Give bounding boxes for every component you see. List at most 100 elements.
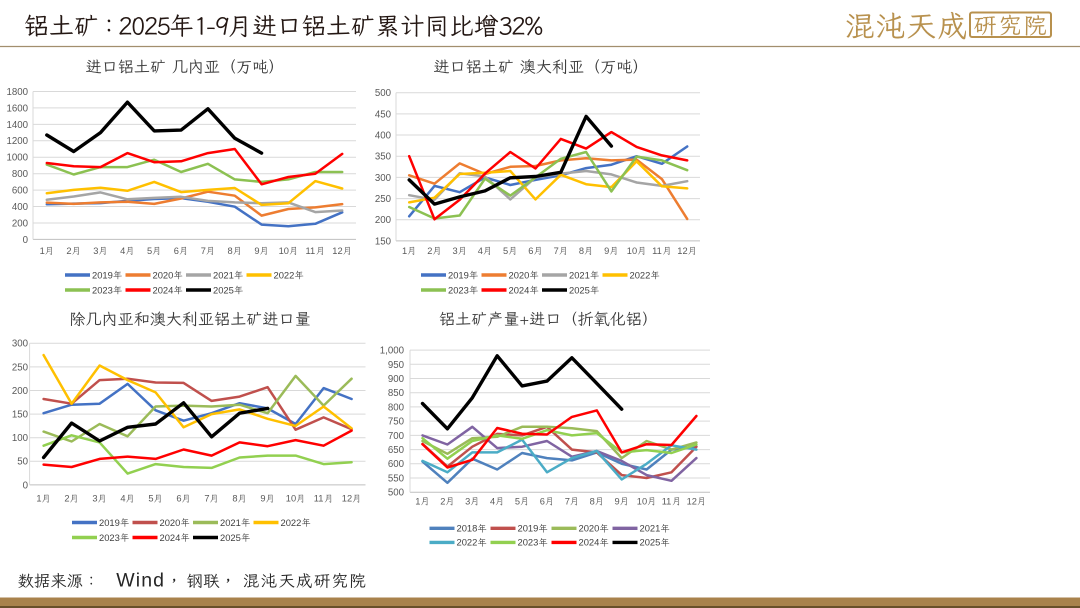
svg-text:650: 650 (388, 445, 405, 456)
svg-text:200: 200 (375, 215, 392, 226)
svg-text:Wind: Wind (116, 570, 165, 592)
svg-text:7: 7 (554, 246, 559, 256)
svg-text:8: 8 (232, 494, 237, 504)
svg-text:2020: 2020 (509, 269, 530, 280)
svg-text:500: 500 (375, 88, 392, 99)
svg-text:5: 5 (148, 494, 153, 504)
svg-text:1200: 1200 (6, 136, 28, 147)
svg-text:100: 100 (12, 433, 29, 444)
svg-text:12: 12 (332, 246, 342, 256)
svg-text:2: 2 (66, 246, 71, 256)
svg-text:10: 10 (286, 494, 296, 504)
svg-text:5: 5 (147, 246, 152, 256)
svg-text:5: 5 (515, 496, 520, 506)
svg-text:2025: 2025 (220, 532, 241, 543)
svg-text:3: 3 (465, 496, 470, 506)
svg-text:1: 1 (36, 494, 41, 504)
svg-text:11: 11 (662, 496, 672, 506)
svg-text:9: 9 (604, 246, 609, 256)
svg-text:750: 750 (388, 417, 405, 428)
svg-text:150: 150 (375, 236, 392, 247)
svg-text:8: 8 (590, 496, 595, 506)
svg-text:150: 150 (12, 410, 29, 421)
svg-text:9: 9 (615, 496, 620, 506)
svg-text:800: 800 (388, 402, 405, 413)
svg-text:4: 4 (478, 246, 483, 256)
svg-text:2025: 2025 (569, 284, 590, 295)
svg-text:2023: 2023 (99, 532, 120, 543)
svg-text:2024: 2024 (153, 284, 174, 295)
svg-text:600: 600 (388, 459, 405, 470)
svg-text:800: 800 (12, 169, 29, 180)
svg-text:550: 550 (388, 473, 405, 484)
svg-text:950: 950 (388, 360, 405, 371)
svg-text:1400: 1400 (6, 120, 28, 131)
svg-text:1,000: 1,000 (380, 346, 405, 357)
svg-text:2025: 2025 (213, 284, 234, 295)
svg-text:350: 350 (375, 152, 392, 163)
svg-text:2022: 2022 (274, 269, 295, 280)
svg-text:2023: 2023 (92, 284, 113, 295)
svg-text:250: 250 (375, 194, 392, 205)
svg-text:200: 200 (12, 386, 29, 397)
svg-text:7: 7 (204, 494, 209, 504)
svg-text:450: 450 (375, 109, 392, 120)
svg-text:400: 400 (12, 202, 29, 213)
svg-text:500: 500 (388, 488, 405, 499)
svg-text:7: 7 (201, 246, 206, 256)
svg-text:4: 4 (120, 494, 125, 504)
svg-text:2020: 2020 (153, 269, 174, 280)
svg-text:2019: 2019 (99, 517, 120, 528)
svg-text:6: 6 (540, 496, 545, 506)
svg-text:2024: 2024 (509, 284, 530, 295)
svg-text:2023: 2023 (518, 537, 539, 548)
svg-text:10: 10 (637, 496, 647, 506)
svg-text:2021: 2021 (640, 523, 661, 534)
svg-text:300: 300 (12, 339, 29, 350)
svg-text:8: 8 (228, 246, 233, 256)
svg-text:2025: 2025 (640, 537, 661, 548)
svg-text:6: 6 (174, 246, 179, 256)
svg-text:900: 900 (388, 374, 405, 385)
svg-text:1: 1 (402, 246, 407, 256)
svg-text:2024: 2024 (579, 537, 600, 548)
svg-text:2022: 2022 (457, 537, 478, 548)
svg-text:2: 2 (440, 496, 445, 506)
svg-text:2: 2 (427, 246, 432, 256)
svg-text:11: 11 (652, 246, 662, 256)
svg-text:1600: 1600 (6, 103, 28, 114)
svg-text:300: 300 (375, 173, 392, 184)
svg-text:12: 12 (677, 246, 687, 256)
svg-text:4: 4 (490, 496, 495, 506)
svg-text:2020: 2020 (579, 523, 600, 534)
svg-text:1000: 1000 (6, 153, 28, 164)
svg-text:2022: 2022 (630, 269, 651, 280)
svg-text:4: 4 (120, 246, 125, 256)
svg-text:7: 7 (565, 496, 570, 506)
svg-text:2018: 2018 (457, 523, 478, 534)
svg-text:2023: 2023 (448, 284, 469, 295)
svg-text:600: 600 (12, 186, 29, 197)
svg-text:3: 3 (93, 246, 98, 256)
svg-text:12: 12 (687, 496, 697, 506)
svg-text:1800: 1800 (6, 87, 28, 98)
svg-text:200: 200 (12, 218, 29, 229)
svg-text:8: 8 (579, 246, 584, 256)
svg-text:250: 250 (12, 362, 29, 373)
svg-text:2019: 2019 (92, 269, 113, 280)
svg-text:2021: 2021 (569, 269, 590, 280)
svg-text:10: 10 (279, 246, 289, 256)
svg-text:6: 6 (528, 246, 533, 256)
svg-text:11: 11 (314, 494, 324, 504)
svg-text:2021: 2021 (213, 269, 234, 280)
svg-text:3: 3 (92, 494, 97, 504)
svg-text:2021: 2021 (220, 517, 241, 528)
svg-text:0: 0 (23, 235, 29, 246)
svg-text:11: 11 (306, 246, 316, 256)
svg-text:1: 1 (40, 246, 45, 256)
svg-text:2: 2 (64, 494, 69, 504)
svg-text:50: 50 (17, 457, 28, 468)
svg-text:10: 10 (627, 246, 637, 256)
svg-text:2019: 2019 (448, 269, 469, 280)
svg-text:2022: 2022 (281, 517, 302, 528)
